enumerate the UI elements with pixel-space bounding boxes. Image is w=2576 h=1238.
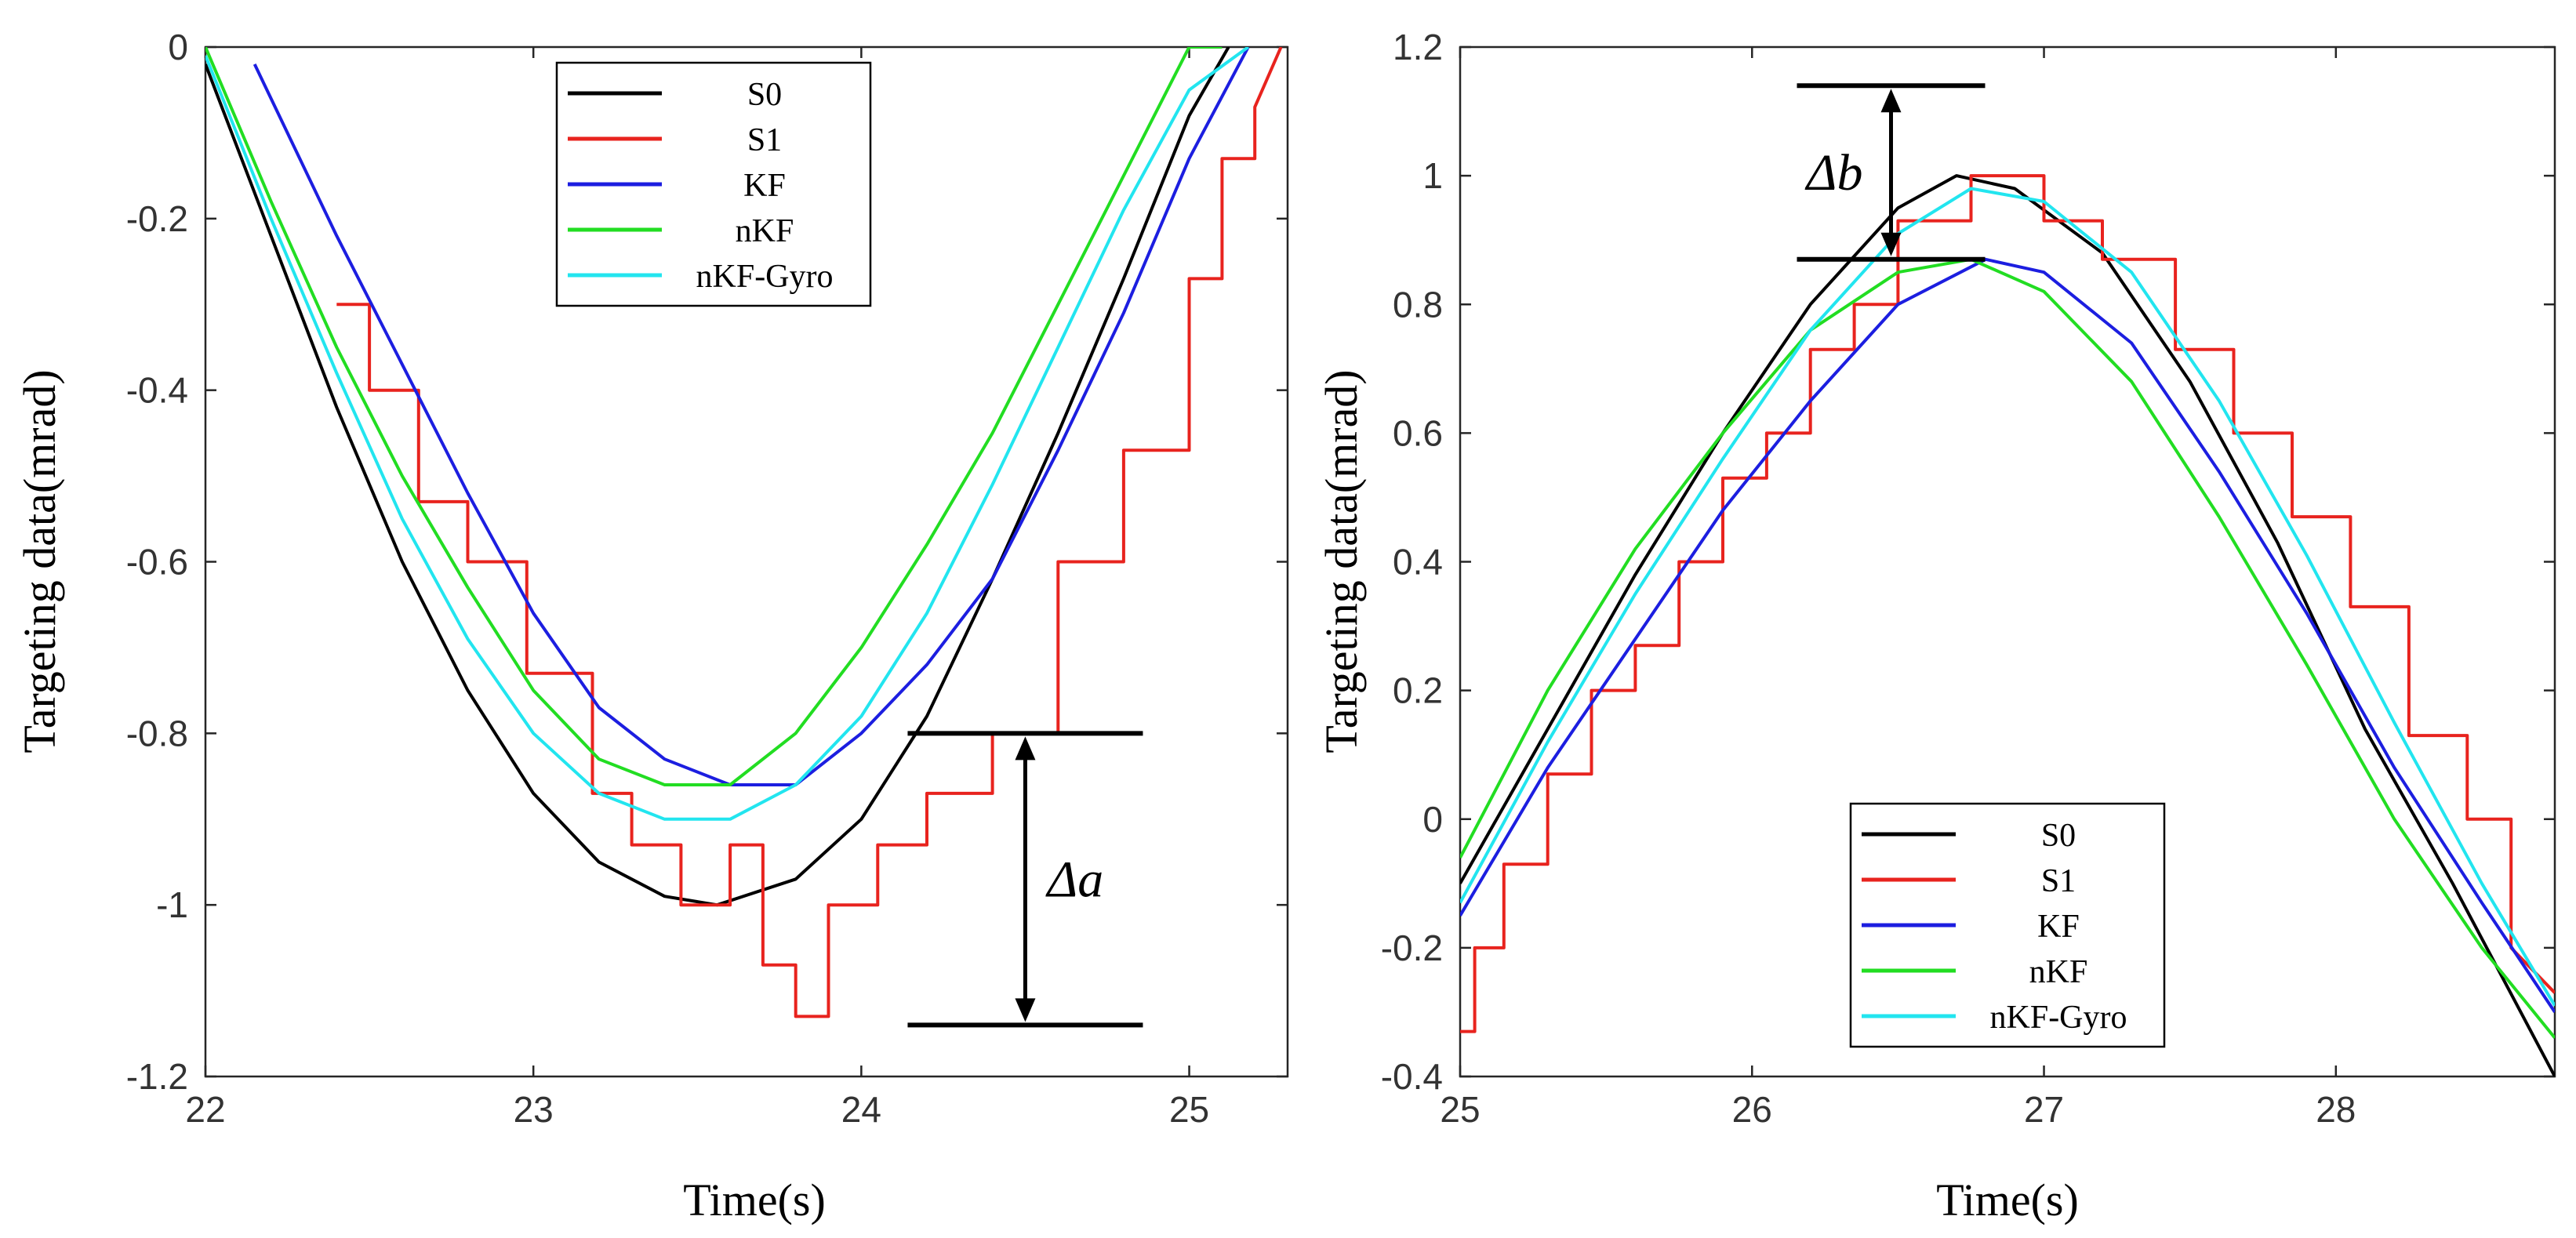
left-legend-label-nkf: nKF <box>736 213 794 249</box>
left-series-nkf-gyro <box>205 47 1249 821</box>
right-y-tick-label: 0.8 <box>1393 284 1443 325</box>
right-x-tick-label: 26 <box>1732 1089 1772 1130</box>
left-annot-arrowhead-top <box>1015 736 1036 761</box>
left-legend-label-kf: KF <box>743 168 786 204</box>
right-legend-label-kf: KF <box>2037 909 2080 945</box>
left-legend-label-nkf-gyro: nKF-Gyro <box>696 259 834 295</box>
right-series <box>1460 174 2555 1076</box>
left-series-nkf <box>205 47 1223 786</box>
left-y-tick-label: -0.6 <box>126 542 188 583</box>
left-x-tick-label: 23 <box>514 1089 554 1130</box>
right-series-kf <box>1460 257 2555 1014</box>
right-y-tick-label: 1 <box>1422 155 1443 196</box>
right-y-tick-label: -0.2 <box>1381 928 1443 968</box>
right-tick-labels: 25 26 27 28 1.2 1 0.8 0.6 0.4 0.2 0 -0.2 -0.4 <box>1381 27 2356 1130</box>
left-y-axis-label: Targeting data(mrad) <box>14 369 65 753</box>
left-y-tick-label: 0 <box>168 27 188 67</box>
left-x-tick-label: 24 <box>841 1089 881 1130</box>
right-delta-b-annotation: Δb <box>1797 83 1986 262</box>
right-x-tick-label: 25 <box>1440 1089 1480 1130</box>
right-x-axis-label: Time(s) <box>1936 1174 2079 1225</box>
left-delta-a-annotation: Δa <box>907 731 1143 1028</box>
right-series-s1 <box>1460 174 2555 1033</box>
left-y-tick-label: -0.2 <box>126 198 188 239</box>
right-annot-label: Δb <box>1804 144 1863 201</box>
left-x-tick-label: 25 <box>1169 1089 1209 1130</box>
right-legend: S0 S1 KF nKF nKF-Gyro <box>1849 802 2166 1048</box>
left-annot-arrowhead-bottom <box>1015 998 1036 1022</box>
right-y-tick-label: -0.4 <box>1381 1056 1443 1097</box>
right-y-tick-label: 1.2 <box>1393 27 1443 67</box>
left-series <box>205 47 1283 1018</box>
left-legend: S0 S1 KF nKF nKF-Gyro <box>555 61 872 307</box>
right-legend-label-s1: S1 <box>2041 863 2076 899</box>
right-y-tick-label: 0.2 <box>1393 670 1443 711</box>
right-annot-arrowhead-bottom <box>1880 232 1902 256</box>
left-annot-label: Δa <box>1045 851 1103 908</box>
right-legend-label-nkf-gyro: nKF-Gyro <box>1990 1000 2127 1036</box>
left-y-tick-label: -1.2 <box>126 1056 188 1097</box>
right-y-axis-label: Targeting data(mrad) <box>1316 369 1367 753</box>
right-series-nkf-gyro <box>1460 187 2555 1007</box>
right-y-tick-label: 0.4 <box>1393 542 1443 583</box>
left-legend-label-s1: S1 <box>747 122 782 158</box>
left-chart: 22 23 24 25 0 -0.2 -0.4 -0.6 -0.8 -1 -1.2 Δa S0 S1 K… <box>14 27 1289 1225</box>
left-y-tick-label: -0.8 <box>126 713 188 753</box>
left-x-axis-label: Time(s) <box>683 1174 826 1225</box>
right-series-s0 <box>1460 174 2555 1076</box>
left-y-tick-label: -0.4 <box>126 370 188 411</box>
left-y-tick-label: -1 <box>156 884 188 925</box>
right-legend-label-s0: S0 <box>2041 818 2076 854</box>
left-axes <box>204 45 1289 1078</box>
left-legend-label-s0: S0 <box>747 77 782 113</box>
left-series-s1 <box>336 47 1283 1018</box>
right-y-tick-label: 0 <box>1422 799 1443 840</box>
right-y-tick-label: 0.6 <box>1393 412 1443 453</box>
right-axes <box>1459 45 2556 1078</box>
left-tick-labels: 22 23 24 25 0 -0.2 -0.4 -0.6 -0.8 -1 -1.2 <box>126 27 1209 1130</box>
right-annot-arrowhead-top <box>1880 89 1902 113</box>
left-series-kf <box>253 47 1250 786</box>
left-x-tick-label: 22 <box>185 1089 225 1130</box>
right-chart: 25 26 27 281.210.80.60.40.20-0.2-0.4 Δb S0S… <box>1316 27 2556 1225</box>
right-x-tick-label: 28 <box>2316 1089 2356 1130</box>
right-series-nkf <box>1460 257 2555 1040</box>
right-x-tick-label: 27 <box>2024 1089 2064 1130</box>
right-legend-label-nkf: nKF <box>2029 954 2088 990</box>
